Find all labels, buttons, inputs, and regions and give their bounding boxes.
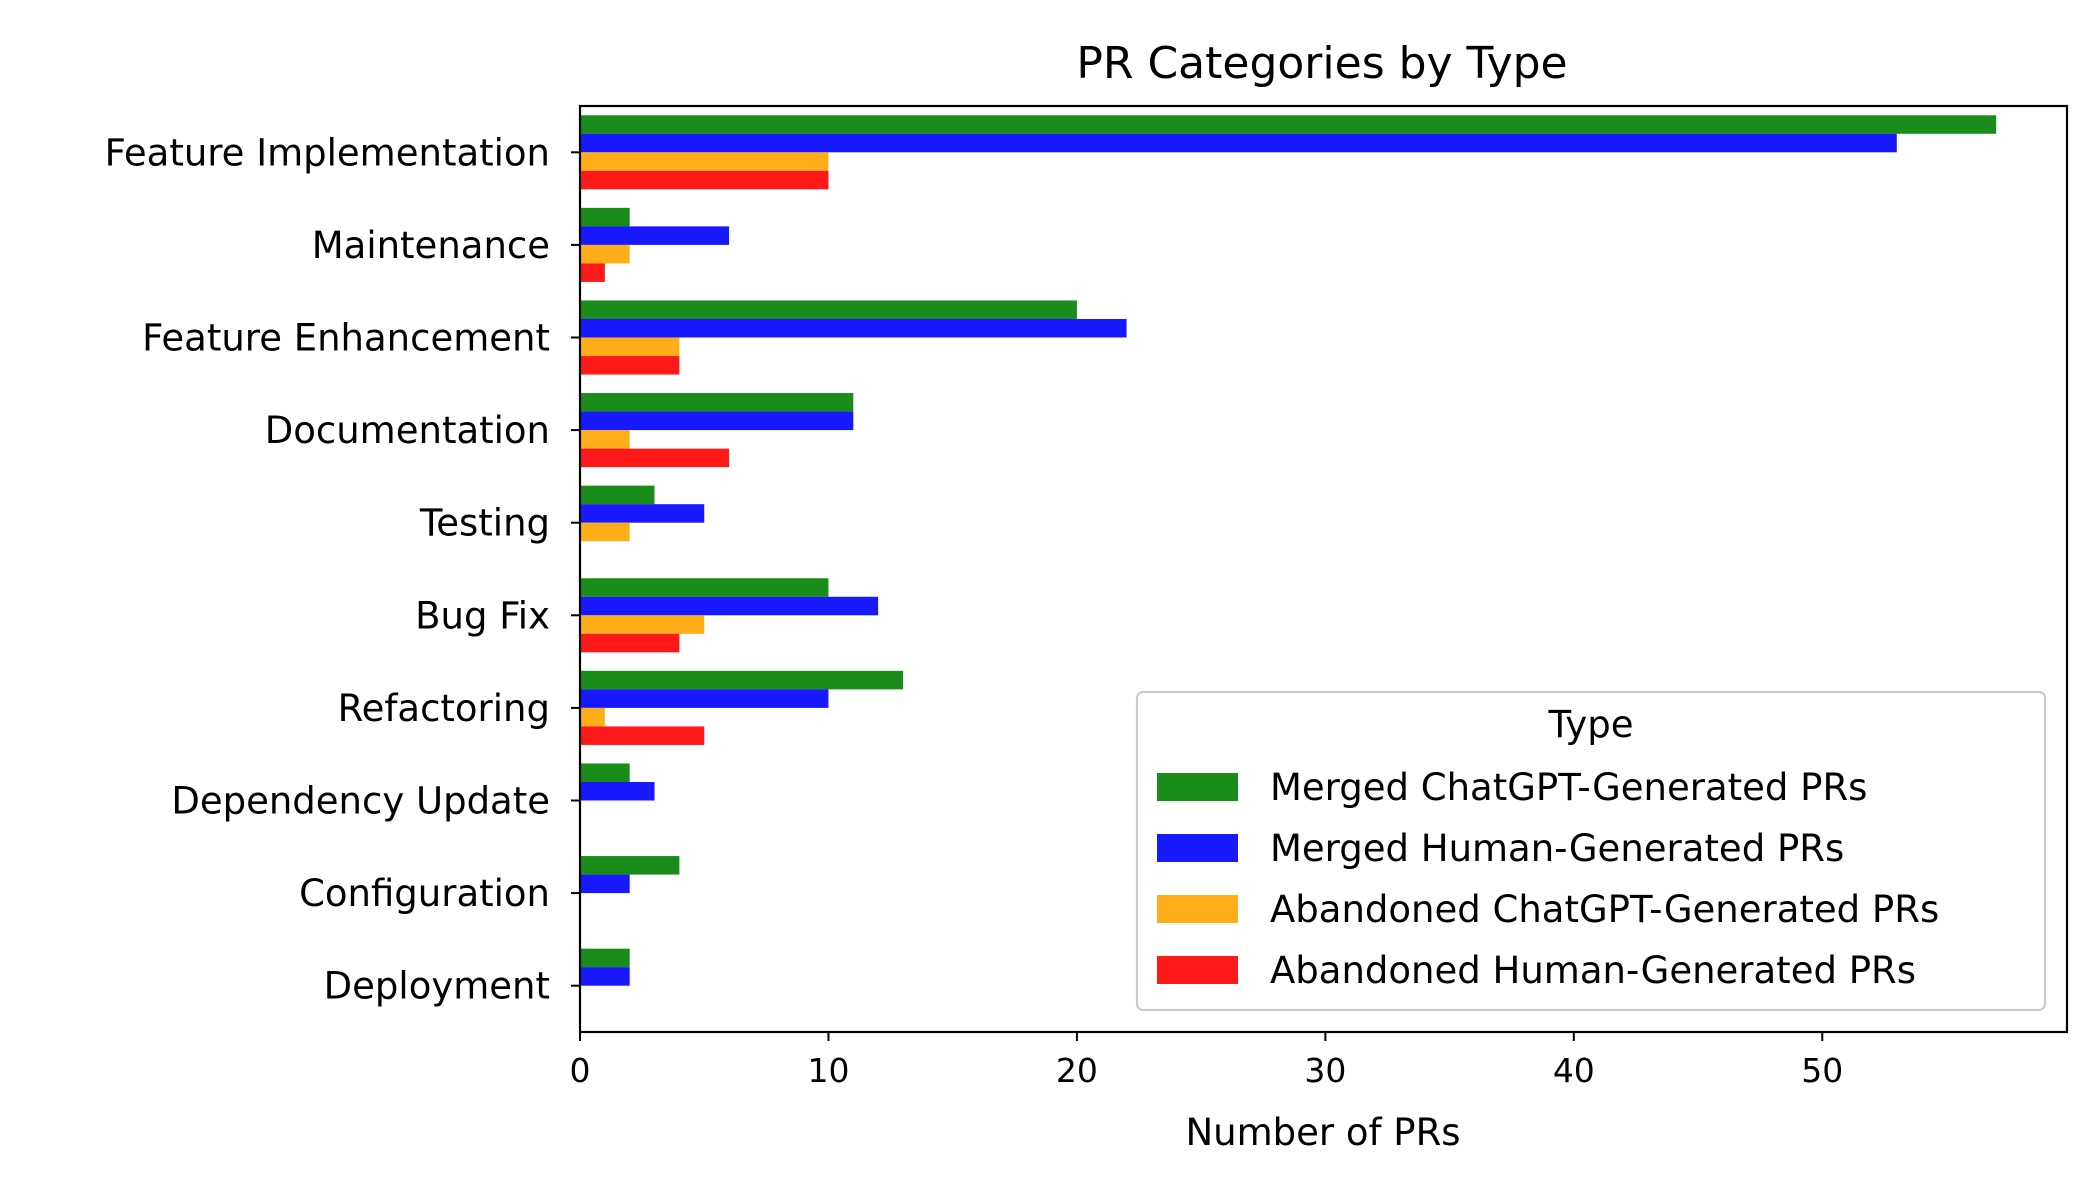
y-tick-label: Testing — [419, 502, 550, 545]
y-tick-label: Dependency Update — [171, 780, 550, 823]
bar — [580, 226, 730, 245]
y-tick-label: Refactoring — [338, 687, 550, 730]
y-tick-label: Deployment — [324, 965, 550, 1008]
bar — [580, 763, 630, 782]
legend-label: Abandoned Human-Generated PRs — [1270, 949, 1916, 992]
bar — [580, 207, 630, 227]
bar — [580, 874, 630, 894]
bar — [580, 633, 680, 653]
bar — [580, 263, 605, 282]
bar — [580, 337, 680, 357]
bar — [580, 244, 630, 264]
legend-swatch — [1157, 834, 1238, 862]
bar — [580, 504, 705, 523]
legend-box — [1135, 690, 2047, 1012]
legend-label: Merged ChatGPT-Generated PRs — [1270, 766, 1867, 809]
x-axis: 0 10 20 30 40 50 — [570, 1032, 1843, 1090]
plot-frame — [578, 104, 2069, 1034]
bar — [580, 948, 630, 968]
legend-swatch — [1157, 773, 1238, 801]
y-tick-label: Feature Enhancement — [142, 317, 550, 360]
x-tick-label: 30 — [1304, 1051, 1346, 1090]
legend-title: Type — [1548, 703, 1634, 746]
bar — [580, 485, 655, 505]
x-tick-label: 40 — [1553, 1051, 1595, 1090]
bar — [580, 596, 879, 616]
x-tick-label: 50 — [1801, 1051, 1843, 1090]
bar — [580, 689, 829, 708]
bar — [580, 115, 1997, 134]
y-axis: Feature Implementation Maintenance Feature… — [105, 131, 580, 1008]
chart-title: PR Categories by Type — [1076, 38, 1567, 89]
legend-swatch — [1157, 956, 1238, 984]
bar — [580, 318, 1127, 338]
legend-swatch — [1157, 895, 1238, 923]
legend-label: Merged Human-Generated PRs — [1270, 827, 1844, 870]
bar — [580, 356, 680, 375]
x-tick-label: 0 — [570, 1051, 591, 1090]
bar — [580, 707, 605, 727]
bar — [580, 411, 854, 431]
y-tick-label: Configuration — [299, 872, 550, 915]
y-tick-label: Feature Implementation — [105, 131, 550, 174]
bar — [580, 670, 903, 690]
bar — [580, 430, 630, 449]
bar — [580, 578, 829, 597]
bar — [580, 133, 1897, 153]
bars-layer — [580, 115, 1997, 986]
legend: Type Merged ChatGPT-Generated PRs Merged … — [1135, 690, 2047, 1012]
bar — [580, 300, 1077, 319]
y-tick-label: Documentation — [265, 409, 550, 452]
x-tick-label: 20 — [1056, 1051, 1098, 1090]
bar — [580, 448, 730, 468]
y-tick-label: Maintenance — [312, 224, 550, 267]
legend-label: Abandoned ChatGPT-Generated PRs — [1270, 888, 1939, 931]
bar — [580, 967, 630, 986]
x-axis-label: Number of PRs — [1185, 1111, 1460, 1154]
x-tick-label: 10 — [807, 1051, 849, 1090]
bar — [580, 152, 829, 171]
y-tick-label: Bug Fix — [415, 594, 550, 637]
bar — [580, 393, 854, 412]
bar — [580, 522, 630, 542]
bar — [580, 856, 680, 875]
bar — [580, 726, 705, 745]
bar — [580, 615, 705, 634]
bar — [580, 170, 829, 190]
bar — [580, 781, 655, 801]
